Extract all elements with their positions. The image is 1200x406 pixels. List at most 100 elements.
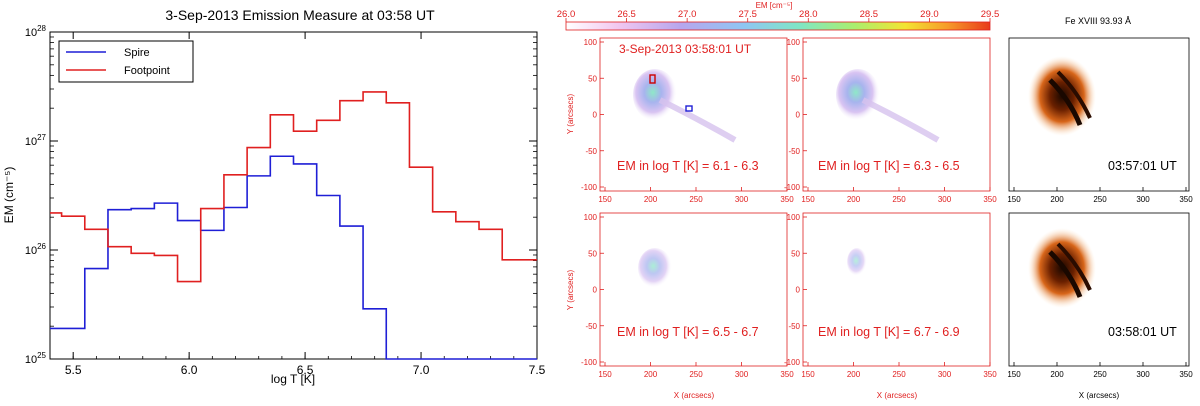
y-tick-label: -100 [784,183,801,192]
y-tick-label: 50 [588,74,597,83]
temperature-range-label: EM in log T [K] = 6.1 - 6.3 [617,159,759,173]
series-group [50,91,537,360]
x-tick-label: 200 [1050,370,1064,379]
x-axis-label: log T [K] [271,372,315,386]
legend-label-spire: Spire [124,47,150,59]
footpoint-box [649,74,656,84]
fe-xviii-grid: Fe XVIII 93.93 Å 03:57:01 UT 03:58:01 UT… [1007,16,1193,400]
x-tick-label: 150 [598,195,612,204]
fe-loop [1056,70,1092,119]
x-tick-label: 7.0 [413,363,430,377]
y-tick-label: 1027 [25,133,47,148]
x-tick-label: 350 [780,195,794,204]
y-tick-label: 0 [796,286,801,295]
colorbar-tick-label: 26.0 [557,9,576,20]
y-tick-label: 1028 [25,24,47,39]
y-tick-label: 100 [787,38,801,47]
y-axis-label: Y (arcsecs) [566,94,575,135]
y-tick-label: -50 [788,147,800,156]
fe-loop [1056,242,1092,291]
em-blob [638,248,672,288]
em-map-grid: 3-Sep-2013 03:58:01 UT EM in log T [K] =… [566,37,997,400]
y-axis-label: Y (arcsecs) [566,270,575,311]
y-tick-label: 1026 [25,242,47,257]
em-chart: 3-Sep-2013 Emission Measure at 03:58 UT … [2,7,546,386]
time-label: 3-Sep-2013 03:58:01 UT [619,42,752,56]
fe-loop [1048,78,1083,126]
series-footpoint [50,91,537,283]
colorbar-gradient [565,21,991,31]
em-map-panel: 3-Sep-2013 03:58:01 UT EM in log T [K] =… [599,37,788,192]
fe-axes: 150 200 250 300 350 150 200 250 300 350 [1007,187,1193,379]
fe-loop [1048,250,1083,298]
x-tick-label: 300 [938,370,952,379]
colorbar-title: EM [cm⁻⁵] [756,1,793,10]
y-tick-label: -100 [581,183,598,192]
x-tick-label: 350 [1179,370,1193,379]
y-axis: 1025 1026 1027 1028 [25,24,537,366]
x-tick-label: 300 [1136,195,1150,204]
x-tick-label: 250 [1093,195,1107,204]
y-axis-label: EM (cm⁻⁵) [2,167,16,224]
y-tick-label: 0 [593,111,598,120]
colorbar-tick-label: 28.5 [860,9,879,20]
em-loop [861,97,940,143]
y-tick-label: 100 [584,213,598,222]
colorbar-tick-label: 27.5 [738,9,757,20]
fe-panel: 03:57:01 UT [1008,37,1190,192]
plot-frame [49,31,538,360]
x-tick-label: 250 [689,195,703,204]
x-tick-label: 200 [1050,195,1064,204]
x-tick-label: 350 [983,195,997,204]
colorbar: EM [cm⁻⁵] 26.0 26.5 27.0 27.5 28.0 28.5 29.0 29… [557,1,1000,31]
em-blob [633,69,677,121]
y-tick-label: -50 [585,322,597,331]
x-tick-label: 300 [1136,370,1150,379]
panel-frame [802,212,991,367]
em-map-panel: EM in log T [K] = 6.7 - 6.9 [802,212,991,367]
colorbar-tick-label: 29.0 [920,9,939,20]
x-tick-label: 250 [892,195,906,204]
x-tick-label: 6.0 [181,363,198,377]
x-tick-label: 5.5 [65,363,82,377]
x-tick-label: 300 [735,195,749,204]
x-axis-label: X (arcsecs) [674,391,715,400]
x-tick-label: 350 [983,370,997,379]
x-tick-label: 150 [801,370,815,379]
y-tick-label: 50 [791,249,800,258]
x-tick-label: 150 [598,370,612,379]
colorbar-tick-label: 29.5 [981,9,1000,20]
x-tick-label: 200 [847,370,861,379]
x-tick-label: 150 [801,195,815,204]
x-tick-label: 150 [1007,370,1021,379]
spire-box [685,105,693,112]
em-blob [847,248,867,276]
y-tick-label: -100 [784,358,801,367]
chart-title: 3-Sep-2013 Emission Measure at 03:58 UT [165,7,435,23]
em-blob [836,69,880,121]
x-tick-label: 200 [847,195,861,204]
x-tick-label: 350 [1179,195,1193,204]
em-loop [658,97,737,143]
colorbar-tick-label: 26.5 [617,9,636,20]
y-tick-label: 50 [791,74,800,83]
x-tick-label: 350 [780,370,794,379]
fe-title: Fe XVIII 93.93 Å [1065,16,1131,26]
y-tick-label: 100 [787,213,801,222]
y-tick-label: 0 [796,111,801,120]
legend: Spire Footpoint [58,40,194,83]
em-map-panel: EM in log T [K] = 6.3 - 6.5 [802,37,991,192]
series-spire [50,155,537,360]
panel-frame [599,212,788,367]
legend-box [58,40,194,83]
x-tick-label: 200 [644,195,658,204]
x-tick-label: 250 [1093,370,1107,379]
x-axis-label: X (arcsecs) [1079,391,1120,400]
x-tick-label: 6.5 [297,363,314,377]
time-label: 03:58:01 UT [1108,325,1177,339]
colorbar-tick-label: 27.0 [678,9,697,20]
fe-panel: 03:58:01 UT [1008,212,1190,367]
time-label: 03:57:01 UT [1108,159,1177,173]
